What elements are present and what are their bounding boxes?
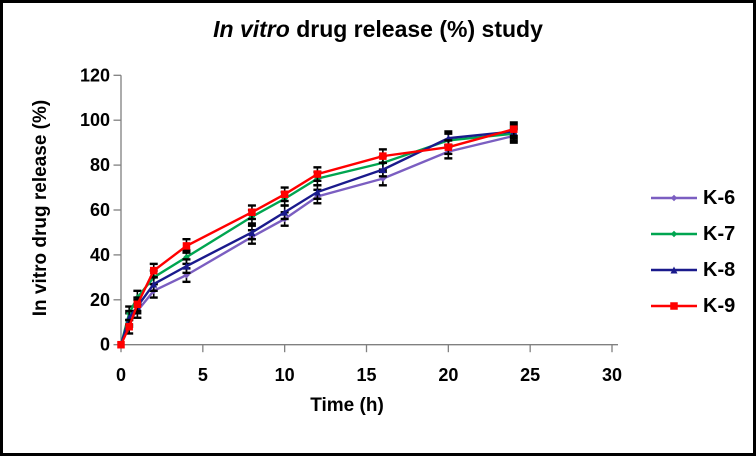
marker-K-9 (149, 266, 158, 275)
legend-swatch-K-9 (651, 302, 697, 310)
legend-swatch-K-6 (651, 194, 697, 202)
x-tick-label: 10 (275, 365, 295, 385)
series-line-K-9 (119, 128, 515, 346)
marker-K-9 (313, 170, 322, 178)
series-K-8 (117, 123, 518, 349)
legend-marker-K-7 (670, 230, 678, 238)
series-K-9 (117, 121, 518, 349)
x-tick-label: 30 (602, 365, 622, 385)
marker-K-8 (182, 262, 190, 270)
marker-K-8 (281, 208, 289, 216)
marker-K-9 (117, 340, 125, 349)
marker-K-9 (248, 208, 256, 216)
y-tick-label: 80 (90, 155, 110, 175)
legend-item-K-7: K-7 (650, 216, 735, 252)
x-tick-label: 5 (198, 365, 208, 385)
y-tick-label: 0 (100, 335, 110, 355)
legend-item-K-6: K-6 (650, 180, 735, 216)
plot-area: 0 20 40 60 80 100 120 0 5 10 15 20 25 30 (80, 65, 622, 385)
marker-K-9 (182, 242, 191, 250)
legend-label-K-6: K-6 (703, 186, 736, 209)
chart-title-italic-part: In vitro (213, 16, 290, 42)
series-K-7 (117, 125, 518, 348)
y-tick-label: 100 (80, 110, 110, 130)
marker-K-8 (313, 188, 321, 196)
legend: K-6 K-7 K-8 K-9 (650, 180, 735, 324)
x-axis-title: Time (h) (310, 395, 384, 416)
legend-marker-K-8 (670, 266, 678, 274)
legend-label-K-9: K-9 (703, 294, 736, 317)
marker-K-8 (379, 166, 387, 174)
y-tick-label: 60 (90, 200, 110, 220)
legend-label-K-8: K-8 (703, 258, 736, 281)
legend-marker-K-6 (670, 194, 678, 202)
legend-marker-K-9 (670, 302, 678, 310)
marker-K-9 (444, 143, 453, 151)
marker-K-9 (379, 152, 387, 160)
x-tick-label: 20 (438, 365, 458, 385)
legend-swatch-K-7 (651, 230, 697, 238)
y-tick-label: 20 (90, 290, 110, 310)
legend-item-K-8: K-8 (650, 252, 735, 288)
x-tick-label: 25 (520, 365, 540, 385)
legend-swatch-K-8 (651, 266, 697, 274)
x-tick-label: 0 (116, 365, 126, 385)
marker-K-8 (150, 280, 158, 288)
series-K-6 (117, 127, 518, 348)
chart-title-rest: drug release (%) study (296, 16, 543, 42)
legend-item-K-9: K-9 (650, 288, 735, 324)
x-tick-label: 15 (356, 365, 376, 385)
chart-title: In vitro drug release (%) study (3, 16, 753, 43)
marker-K-8 (248, 228, 256, 236)
y-tick-label: 40 (90, 245, 110, 265)
series-line-K-7 (119, 132, 514, 346)
y-tick-label: 120 (80, 65, 110, 85)
marker-K-9 (280, 190, 289, 199)
marker-K-9 (510, 125, 518, 133)
marker-K-9 (125, 322, 133, 331)
marker-K-9 (133, 300, 142, 309)
series-line-K-8 (119, 130, 514, 346)
legend-label-K-7: K-7 (703, 222, 736, 245)
